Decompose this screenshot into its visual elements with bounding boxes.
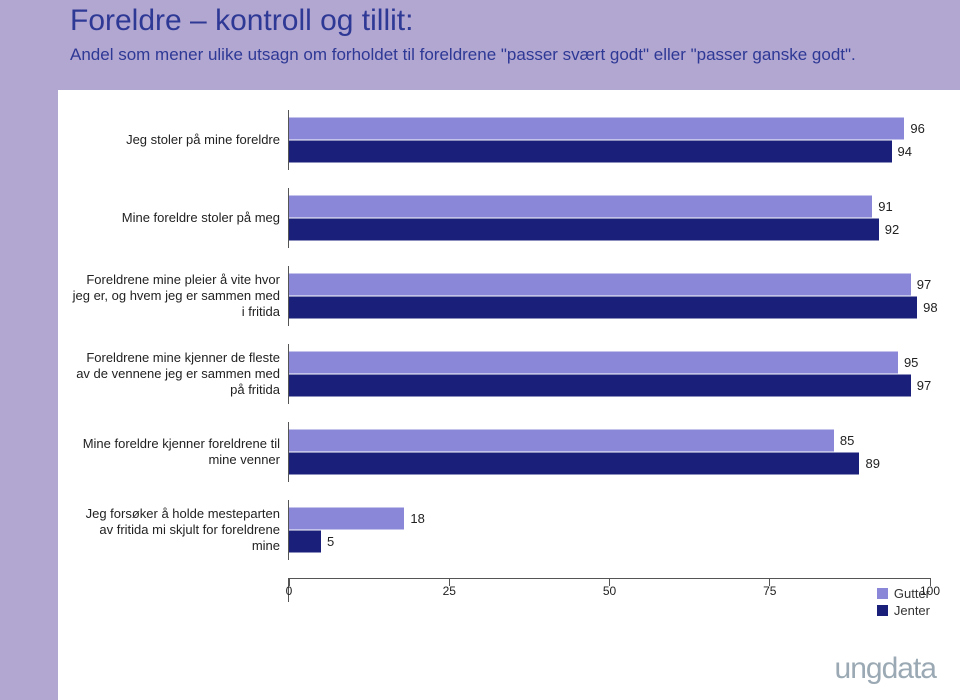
slide: Foreldre – kontroll og tillit: Andel som… [0,0,960,700]
bar-fill: 89 [289,453,859,475]
bar-fill: 85 [289,430,834,452]
bar-fill: 97 [289,274,911,296]
legend-swatch [877,588,888,599]
logo-text: ungdata [835,652,936,685]
bar: 97 [289,375,930,397]
category-label: Jeg forsøker å holde mesteparten av frit… [70,506,288,555]
bar-value-label: 91 [872,199,892,214]
legend: Gutter Jenter [877,584,930,620]
bar: 95 [289,352,930,374]
axis-tick-label: 75 [763,584,776,598]
chart-row: Mine foreldre stoler på meg9192 [70,188,930,248]
bar-value-label: 85 [834,433,854,448]
axis-tick-label: 50 [603,584,616,598]
bar-value-label: 97 [911,378,931,393]
bar: 89 [289,453,930,475]
category-label: Foreldrene mine pleier å vite hvor jeg e… [70,272,288,321]
bar-value-label: 92 [879,222,899,237]
bar-fill: 95 [289,352,898,374]
category-label: Mine foreldre stoler på meg [70,210,288,226]
bar-fill: 94 [289,141,892,163]
bar-value-label: 95 [898,355,918,370]
bar-value-label: 97 [911,277,931,292]
legend-item: Gutter [877,586,930,601]
category-label: Foreldrene mine kjenner de fleste av de … [70,350,288,399]
x-axis: 0255075100 [70,578,930,602]
legend-label: Jenter [894,603,930,618]
page-subtitle: Andel som mener ulike utsagn om forholde… [70,44,930,65]
chart-row: Foreldrene mine kjenner de fleste av de … [70,344,930,404]
bar: 18 [289,508,930,530]
bars-cell: 8589 [288,422,930,482]
chart: Jeg stoler på mine foreldre9694Mine fore… [70,110,930,630]
bar: 96 [289,118,930,140]
bar: 85 [289,430,930,452]
axis-tick-label: 25 [443,584,456,598]
bar-fill: 18 [289,508,404,530]
bar: 98 [289,297,930,319]
axis-tick-label: 0 [286,584,293,598]
chart-row: Jeg stoler på mine foreldre9694 [70,110,930,170]
bar: 91 [289,196,930,218]
bars-cell: 185 [288,500,930,560]
bar-fill: 96 [289,118,904,140]
bars-cell: 9694 [288,110,930,170]
chart-row: Foreldrene mine pleier å vite hvor jeg e… [70,266,930,326]
legend-swatch [877,605,888,616]
chart-row: Mine foreldre kjenner foreldrene til min… [70,422,930,482]
bar: 5 [289,531,930,553]
bar: 94 [289,141,930,163]
bar-value-label: 18 [404,511,424,526]
bars-cell: 9597 [288,344,930,404]
bars-cell: 9798 [288,266,930,326]
legend-label: Gutter [894,586,930,601]
bar: 97 [289,274,930,296]
chart-row: Jeg forsøker å holde mesteparten av frit… [70,500,930,560]
page-title: Foreldre – kontroll og tillit: [70,4,413,38]
bar-value-label: 94 [892,144,912,159]
bar-fill: 98 [289,297,917,319]
bar-value-label: 96 [904,121,924,136]
bar: 92 [289,219,930,241]
sidebar-decor [0,0,58,700]
bar-fill: 5 [289,531,321,553]
legend-item: Jenter [877,603,930,618]
bar-fill: 92 [289,219,879,241]
bar-value-label: 5 [321,534,334,549]
logo: ungdata [835,652,936,686]
bars-cell: 9192 [288,188,930,248]
bar-value-label: 98 [917,300,937,315]
category-label: Jeg stoler på mine foreldre [70,132,288,148]
bar-value-label: 89 [859,456,879,471]
category-label: Mine foreldre kjenner foreldrene til min… [70,436,288,469]
bar-fill: 97 [289,375,911,397]
bar-fill: 91 [289,196,872,218]
